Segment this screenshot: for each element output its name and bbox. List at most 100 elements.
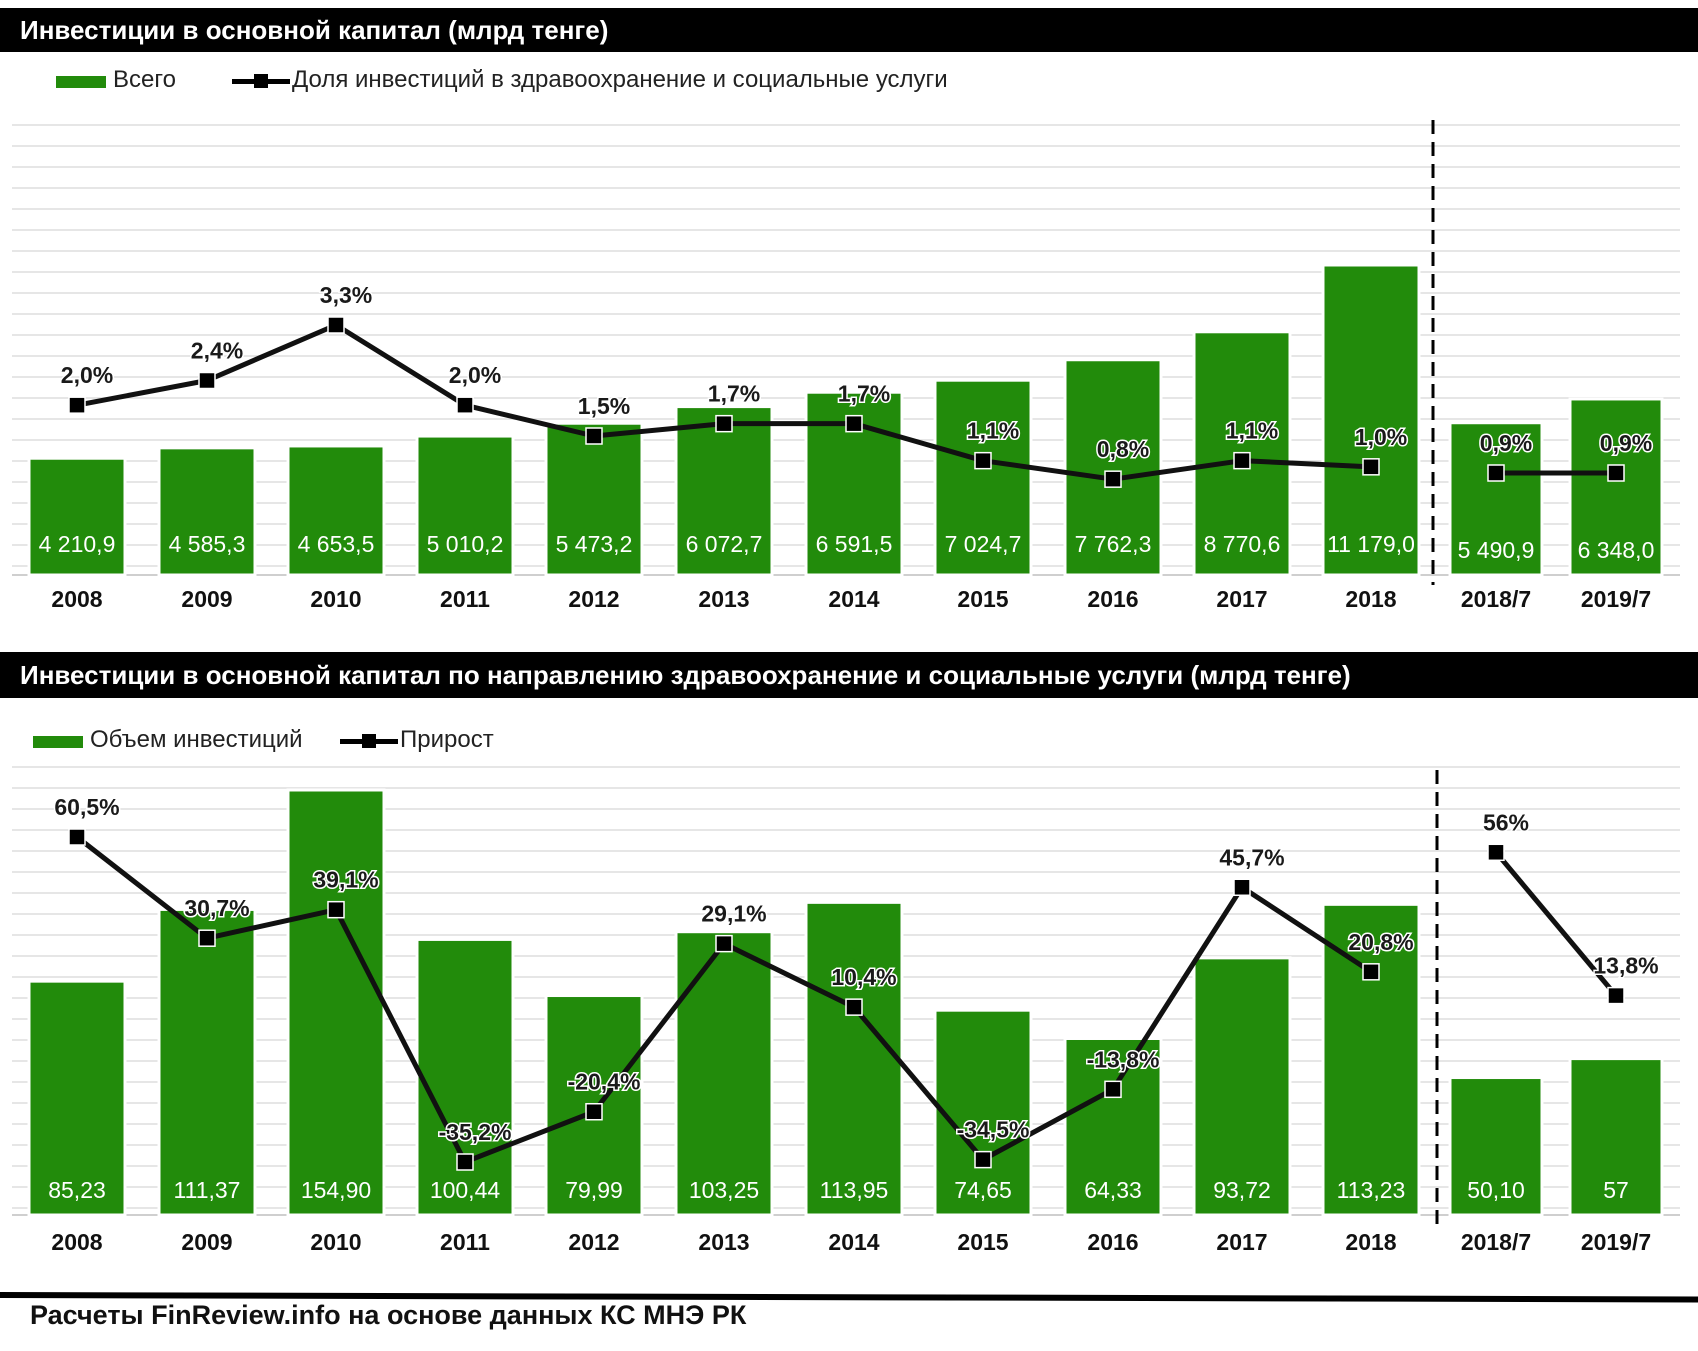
bar (1192, 956, 1292, 1217)
bar-value-label: 7 762,3 (1075, 531, 1152, 557)
bar (674, 930, 774, 1217)
line-marker (715, 934, 733, 953)
bar-value-label: 4 653,5 (298, 531, 375, 557)
legend-label-line: Прирост (400, 726, 494, 753)
line-value-label: 1,7% (708, 381, 760, 407)
bar-value-label: 57 (1603, 1177, 1629, 1203)
line-value-label: 0,9% (1480, 430, 1532, 456)
bar (286, 788, 386, 1217)
x-tick-label: 2017 (1216, 586, 1267, 612)
bar-value-label: 11 179,0 (1327, 531, 1415, 557)
line-value-label: 1,0% (1355, 424, 1407, 450)
line-marker (715, 414, 733, 433)
x-tick-label: 2008 (51, 1229, 102, 1255)
x-tick-label: 2016 (1087, 1229, 1138, 1255)
bar (286, 444, 386, 577)
line-value-label: 10,4% (831, 964, 896, 990)
bar-value-label: 50,10 (1467, 1177, 1525, 1203)
bar-value-label: 79,99 (565, 1177, 623, 1203)
line-value-label: -35,2% (439, 1119, 512, 1145)
line-marker (1487, 843, 1505, 862)
bar-value-label: 4 585,3 (169, 531, 246, 557)
line-marker (327, 900, 345, 919)
line-marker (1233, 451, 1251, 470)
line-marker (845, 414, 863, 433)
x-tick-label: 2016 (1087, 586, 1138, 612)
bar (933, 1008, 1033, 1217)
line-value-label: 2,0% (449, 362, 501, 388)
line-value-label: 20,8% (1348, 929, 1413, 955)
bar (544, 421, 644, 577)
line-marker (1104, 1080, 1122, 1099)
x-tick-label: 2013 (698, 586, 749, 612)
bar-value-label: 6 591,5 (816, 531, 893, 557)
bar-value-label: 8 770,6 (1204, 531, 1281, 557)
x-tick-label: 2018/7 (1461, 586, 1531, 612)
x-tick-label: 2019/7 (1581, 1229, 1651, 1255)
bar (1063, 358, 1163, 577)
x-tick-label: 2011 (440, 586, 490, 612)
x-tick-label: 2018/7 (1461, 1229, 1531, 1255)
line-marker (585, 1102, 603, 1121)
line-value-label: -34,5% (957, 1117, 1030, 1143)
x-tick-label: 2009 (181, 1229, 232, 1255)
x-tick-label: 2013 (698, 1229, 749, 1255)
series-line (1494, 850, 1618, 998)
x-tick-label: 2010 (310, 586, 361, 612)
x-tick-label: 2011 (440, 1229, 490, 1255)
x-tick-label: 2014 (828, 586, 879, 612)
line-value-label: 2,4% (191, 338, 243, 364)
x-tick-label: 2015 (957, 1229, 1008, 1255)
bar (1568, 1057, 1664, 1217)
bar (933, 378, 1033, 577)
line-marker (974, 1150, 992, 1169)
bar (1448, 1076, 1544, 1217)
line-marker (1362, 963, 1380, 981)
bar (1063, 1036, 1163, 1217)
line-value-label: -20,4% (568, 1069, 641, 1095)
bar-value-label: 93,72 (1213, 1177, 1271, 1203)
line-value-label: 1,1% (967, 418, 1019, 444)
bar-value-label: 111,37 (174, 1177, 241, 1203)
x-tick-label: 2012 (568, 586, 619, 612)
bar-value-label: 4 210,9 (39, 531, 116, 557)
bar-value-label: 5 490,9 (1458, 537, 1535, 563)
x-tick-label: 2010 (310, 1229, 361, 1255)
bar-value-label: 6 348,0 (1578, 537, 1655, 563)
bar-value-label: 74,65 (954, 1177, 1012, 1203)
bar-value-label: 113,23 (1337, 1177, 1406, 1203)
bar (1568, 397, 1664, 577)
x-tick-label: 2012 (568, 1229, 619, 1255)
line-value-label: 56% (1483, 809, 1529, 835)
bar (27, 456, 127, 577)
line-value-label: 60,5% (54, 794, 119, 820)
line-value-label: 29,1% (701, 901, 766, 927)
line-marker (845, 998, 863, 1016)
line-value-label: -13,8% (1087, 1046, 1160, 1072)
bar-value-label: 5 473,2 (556, 531, 633, 557)
line-marker (68, 396, 86, 414)
x-tick-label: 2009 (181, 586, 232, 612)
line-marker (1487, 464, 1505, 482)
bar (1321, 902, 1421, 1217)
line-value-label: 2,0% (61, 362, 113, 388)
line-marker (68, 828, 86, 846)
bar-value-label: 5 010,2 (427, 531, 504, 557)
line-value-label: 39,1% (313, 867, 378, 893)
x-tick-label: 2018 (1345, 586, 1396, 612)
line-value-label: 3,3% (320, 282, 372, 308)
x-tick-label: 2014 (828, 1229, 879, 1255)
line-marker (1607, 986, 1625, 1005)
x-tick-label: 2015 (957, 586, 1008, 612)
bar-value-label: 7 024,7 (945, 531, 1022, 557)
x-tick-label: 2019/7 (1581, 586, 1651, 612)
chart2-title: Инвестиции в основной капитал по направл… (0, 652, 1698, 698)
bar-value-label: 100,44 (430, 1177, 501, 1203)
bar (1448, 421, 1544, 577)
line-marker (974, 451, 992, 470)
line-value-label: 30,7% (184, 895, 249, 921)
legend-line-swatch (340, 734, 398, 748)
line-marker (1362, 458, 1380, 476)
bar-value-label: 113,95 (820, 1177, 889, 1203)
line-value-label: 1,7% (838, 381, 890, 407)
